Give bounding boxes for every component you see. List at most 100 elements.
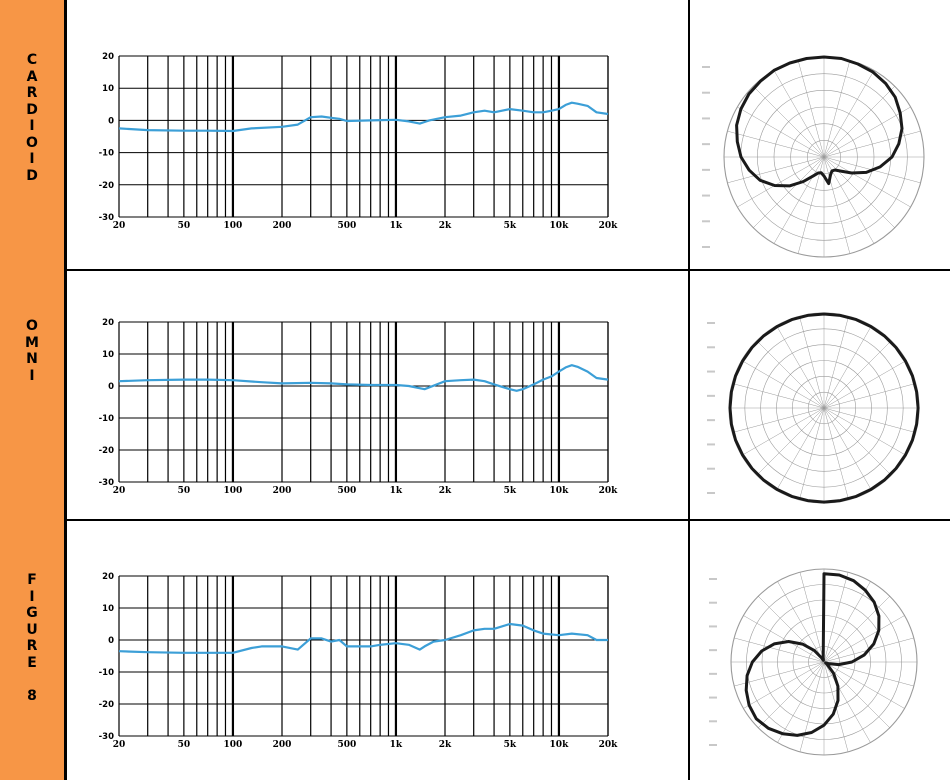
grid-figure-8 (118, 575, 609, 737)
x-tick-label: 2k (439, 486, 452, 496)
polar-spoke (823, 407, 872, 491)
y-tick-label: 20 (102, 318, 114, 328)
x-tick-label: 5k (504, 486, 517, 496)
x-tick-label: 20k (599, 486, 619, 496)
polar-scale-mark (707, 443, 715, 446)
table-border-row-2 (64, 519, 950, 521)
response-curve-omni (118, 364, 609, 392)
polar-scale-mark (702, 246, 710, 248)
y-tick-label: -30 (99, 478, 114, 488)
polar-scale-mark (709, 672, 717, 675)
polar-spoke (741, 407, 825, 456)
polar-spoke (756, 407, 825, 476)
y-tick-label: -20 (99, 700, 114, 710)
x-tick-label: 1k (390, 740, 403, 750)
mode-label-cell-figure-8: F I G U R E 8 (0, 520, 64, 780)
polar-scale-mark (707, 394, 715, 397)
x-tick-label: 200 (273, 486, 292, 496)
y-tick-label: -20 (99, 181, 114, 191)
x-tick-label: 100 (224, 221, 243, 231)
polar-pattern-chart-omni (707, 312, 920, 504)
polar-spoke (732, 407, 825, 433)
polar-grid-omni (707, 312, 920, 504)
x-tick-label: 5k (504, 740, 517, 750)
polar-scale-mark (709, 625, 717, 628)
polar-spoke (777, 661, 825, 743)
x-tick-label: 10k (550, 221, 570, 231)
polar-spoke (777, 581, 825, 663)
polar-spoke (823, 130, 921, 158)
x-tick-label: 20 (113, 221, 126, 231)
row-figure-8: F I G U R E 8 20 10 0 -10 -20 -30 20 50 100 200 50… (0, 520, 950, 780)
polar-spoke (799, 407, 825, 500)
polar-spoke (797, 60, 825, 158)
polar-spoke (823, 316, 849, 409)
polar-spoke (743, 615, 825, 663)
polar-scale-mark (702, 66, 710, 68)
grid-cardioid (118, 55, 609, 218)
polar-scale-mark (707, 322, 715, 324)
polar-scale-mark (702, 168, 710, 171)
polar-scale-mark (709, 578, 717, 580)
polar-spoke (737, 156, 825, 208)
polar-spoke (823, 70, 875, 158)
frequency-response-cell-figure-8: 20 10 0 -10 -20 -30 20 50 100 200 500 1k 2k 5k 10k 20k (64, 520, 689, 780)
polar-scale-mark (702, 91, 710, 94)
x-tick-label: 2k (439, 221, 452, 231)
table-border-row-1 (64, 269, 950, 271)
x-tick-label: 20k (599, 740, 619, 750)
polar-spoke (727, 130, 825, 158)
x-tick-label: 200 (273, 221, 292, 231)
polar-scale-mark (709, 696, 717, 699)
x-tick-label: 20k (599, 221, 619, 231)
y-tick-label: -20 (99, 446, 114, 456)
polar-spoke (734, 637, 825, 663)
x-tick-label: 1k (390, 486, 403, 496)
polar-spoke (732, 383, 825, 409)
y-tick-label: 10 (102, 604, 114, 614)
y-tick-label: 0 (108, 636, 114, 646)
polar-scale-mark (709, 601, 717, 604)
y-tick-label: -10 (99, 414, 114, 424)
polar-spoke (823, 360, 907, 409)
polar-scale-mark (707, 419, 715, 422)
polar-curve-cardioid (735, 55, 904, 188)
y-tick-label: 0 (108, 382, 114, 392)
x-tick-label: 5k (504, 221, 517, 231)
y-tick-label: 20 (102, 52, 114, 62)
polar-spoke (799, 316, 825, 409)
y-tick-label: -30 (99, 732, 114, 742)
polar-spoke (823, 572, 849, 663)
x-tick-label: 500 (337, 221, 356, 231)
polar-spoke (823, 407, 916, 433)
row-cardioid: C A R D I O I D 20 10 0 -10 -20 -30 20 50 100 200… (0, 0, 950, 270)
polar-scale-mark (707, 467, 715, 470)
y-tick-label: -10 (99, 149, 114, 159)
row-omni: O M N I 20 10 0 -10 -20 -30 20 50 100 200 500 1k 2k 5… (0, 270, 950, 520)
grid-omni (118, 321, 609, 483)
table-border-left (64, 0, 67, 780)
x-tick-label: 20 (113, 740, 126, 750)
y-tick-label: 20 (102, 572, 114, 582)
polar-spoke (823, 407, 892, 476)
polar-spoke (823, 661, 871, 743)
polar-scale-mark (707, 370, 715, 373)
polar-scale-mark (702, 194, 710, 197)
polar-spoke (823, 581, 871, 663)
polar-spoke (823, 156, 911, 208)
polar-spoke (756, 340, 825, 409)
polar-spoke (823, 106, 911, 158)
mode-label-cell-cardioid: C A R D I O I D (0, 0, 64, 270)
polar-spoke (776, 325, 825, 409)
polar-pattern-chart-figure-8 (709, 568, 918, 756)
polar-spoke (823, 325, 872, 409)
x-tick-label: 1k (390, 221, 403, 231)
y-tick-label: -10 (99, 668, 114, 678)
polar-scale-mark (709, 720, 717, 723)
x-tick-label: 20 (113, 486, 126, 496)
polar-spoke (741, 360, 825, 409)
polar-grid-figure-8 (709, 568, 918, 756)
